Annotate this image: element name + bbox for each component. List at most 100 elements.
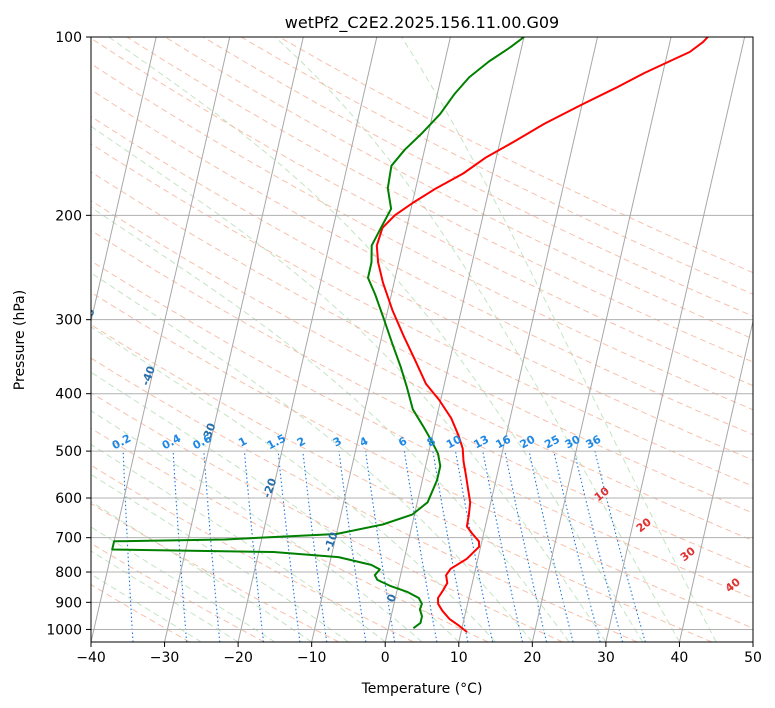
isotherm-line [0, 37, 9, 642]
plot-area: -100-90-80-70-60-50-40-30-20-10010203040… [0, 37, 753, 642]
dry-adiabat [91, 392, 563, 642]
dry-adiabat [91, 143, 753, 487]
isotherm-line [164, 37, 304, 642]
chart-title: wetPf2_C2E2.2025.156.11.00.G09 [285, 13, 559, 33]
mixing-ratio-line [504, 450, 548, 642]
y-axis-ticks: 1000 900 800 700 600 500 400 300 200 100 [46, 30, 91, 638]
moist-adiabat [108, 37, 644, 642]
moist-adiabat [91, 501, 312, 642]
isotherm-line [752, 639, 753, 642]
moist-adiabat [91, 272, 533, 642]
moist-adiabat [91, 125, 607, 642]
isotherm-line [605, 37, 746, 642]
mixing-ratio-line [454, 451, 494, 642]
dry-adiabat [202, 37, 753, 317]
y-tick-label: 800 [55, 565, 82, 581]
x-tick-label: 0 [381, 650, 390, 666]
isotherm-line [91, 37, 157, 324]
profile-line-2 [111, 37, 525, 630]
x-axis-ticks: −40 −30 −20 −10 0 10 20 30 40 50 [76, 642, 762, 666]
isotherm-line [678, 318, 753, 642]
dry-adiabat [91, 291, 753, 629]
mixing-ratio-line [243, 451, 265, 642]
moist-adiabat [91, 371, 460, 642]
isotherm-label: 10 [592, 484, 612, 504]
sounding-profiles [111, 37, 709, 633]
mixing-ratio-line [338, 451, 367, 642]
mixing-ratio-lines [122, 450, 646, 642]
isotherm-label: 40 [723, 575, 743, 595]
mixing-ratio-label: 13 [471, 433, 491, 452]
mixing-ratio-label: 2 [295, 434, 308, 449]
dry-adiabat [91, 357, 638, 642]
profile-line-1 [375, 37, 709, 633]
x-tick-label: −30 [150, 650, 180, 666]
x-tick-label: −10 [297, 650, 327, 666]
mixing-ratio-label: 10 [444, 433, 464, 452]
mixing-ratio-line [553, 450, 601, 642]
mixing-ratio-label: 36 [584, 433, 604, 452]
x-tick-label: 20 [523, 650, 541, 666]
moist-adiabat [91, 410, 423, 642]
isotherm-line [458, 37, 598, 642]
isotherm-line [237, 37, 378, 642]
mixing-ratio-line [482, 450, 524, 642]
dry-adiabat [91, 324, 712, 642]
x-axis-label: Temperature (°C) [361, 681, 483, 697]
mixing-ratio-label: 16 [493, 433, 513, 452]
isotherm-label: -50 [78, 306, 97, 330]
mixing-ratio-line [203, 451, 221, 642]
x-tick-label: −40 [76, 650, 106, 666]
moist-adiabat [91, 206, 570, 642]
mixing-ratio-label: 6 [396, 434, 409, 449]
mixing-ratio-label: 30 [563, 433, 583, 452]
mixing-ratio-label: 0.4 [160, 432, 184, 453]
isotherm-label: -20 [260, 476, 279, 500]
x-tick-label: 40 [671, 650, 689, 666]
mixing-ratio-label: 3 [331, 434, 344, 449]
mixing-ratio-label: 0.2 [110, 432, 133, 453]
isotherm-line [531, 37, 672, 642]
x-tick-label: 30 [597, 650, 615, 666]
mixing-ratio-label: 4 [357, 434, 370, 449]
y-tick-label: 600 [55, 491, 82, 507]
mixing-ratio-line [365, 451, 396, 642]
y-tick-label: 500 [55, 444, 82, 460]
dry-adiabat [91, 63, 753, 411]
isotherm-line [384, 37, 525, 642]
dry-adiabat [91, 37, 753, 387]
x-tick-label: −20 [223, 650, 253, 666]
y-tick-label: 300 [55, 313, 82, 329]
y-tick-label: 1000 [46, 622, 82, 638]
mixing-ratio-label: 1.5 [265, 432, 288, 453]
y-tick-label: 700 [55, 531, 82, 547]
isotherm-label: 20 [634, 515, 654, 535]
dry-adiabat [126, 37, 753, 363]
isotherm-label: -60 [18, 249, 37, 273]
dry-adiabat [91, 89, 753, 436]
mixing-ratio-line [573, 450, 624, 642]
isotherm-label: -40 [139, 364, 158, 388]
mixing-ratio-label: 20 [518, 433, 538, 452]
mixing-ratio-line [172, 451, 188, 642]
y-tick-label: 100 [55, 30, 82, 46]
y-tick-label: 900 [55, 595, 82, 611]
moist-adiabat [401, 37, 717, 642]
dry-adiabat [91, 260, 753, 599]
mixing-ratio-label: 1 [236, 434, 249, 449]
mixing-ratio-line [594, 450, 646, 642]
dry-adiabat [91, 171, 753, 514]
y-tick-label: 200 [55, 208, 82, 224]
dry-adiabat [240, 37, 753, 295]
dry-adiabat [91, 200, 753, 542]
moist-adiabat [274, 37, 680, 642]
x-tick-label: 50 [744, 650, 762, 666]
dry-adiabat [91, 503, 340, 642]
moist-adiabat [91, 526, 276, 642]
mixing-ratio-label: 25 [542, 433, 562, 452]
pressure-gridlines [91, 37, 753, 630]
dry-adiabat-lines [91, 37, 753, 642]
isotherm-lines [0, 37, 753, 642]
isotherm-line [311, 37, 451, 642]
